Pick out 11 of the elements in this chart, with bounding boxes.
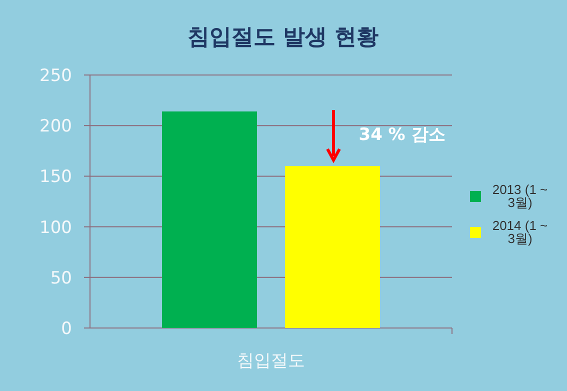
y-tick-label: 0 bbox=[61, 319, 72, 339]
y-tick-label: 250 bbox=[40, 66, 72, 86]
y-tick-label: 150 bbox=[40, 167, 72, 188]
y-tick-label: 200 bbox=[40, 116, 72, 137]
x-tick-label: 침입절도 bbox=[237, 351, 305, 371]
annotation: 34 % 감소 bbox=[358, 125, 446, 145]
legend-label: 2014 (1 ~ 3월) bbox=[491, 218, 549, 246]
chart-title: 침입절도 발생 현황 bbox=[187, 25, 379, 50]
y-tick-label: 100 bbox=[40, 218, 72, 238]
y-tick-label: 50 bbox=[50, 268, 72, 288]
legend-label: 2013 (1 ~ 3월) bbox=[491, 182, 549, 210]
